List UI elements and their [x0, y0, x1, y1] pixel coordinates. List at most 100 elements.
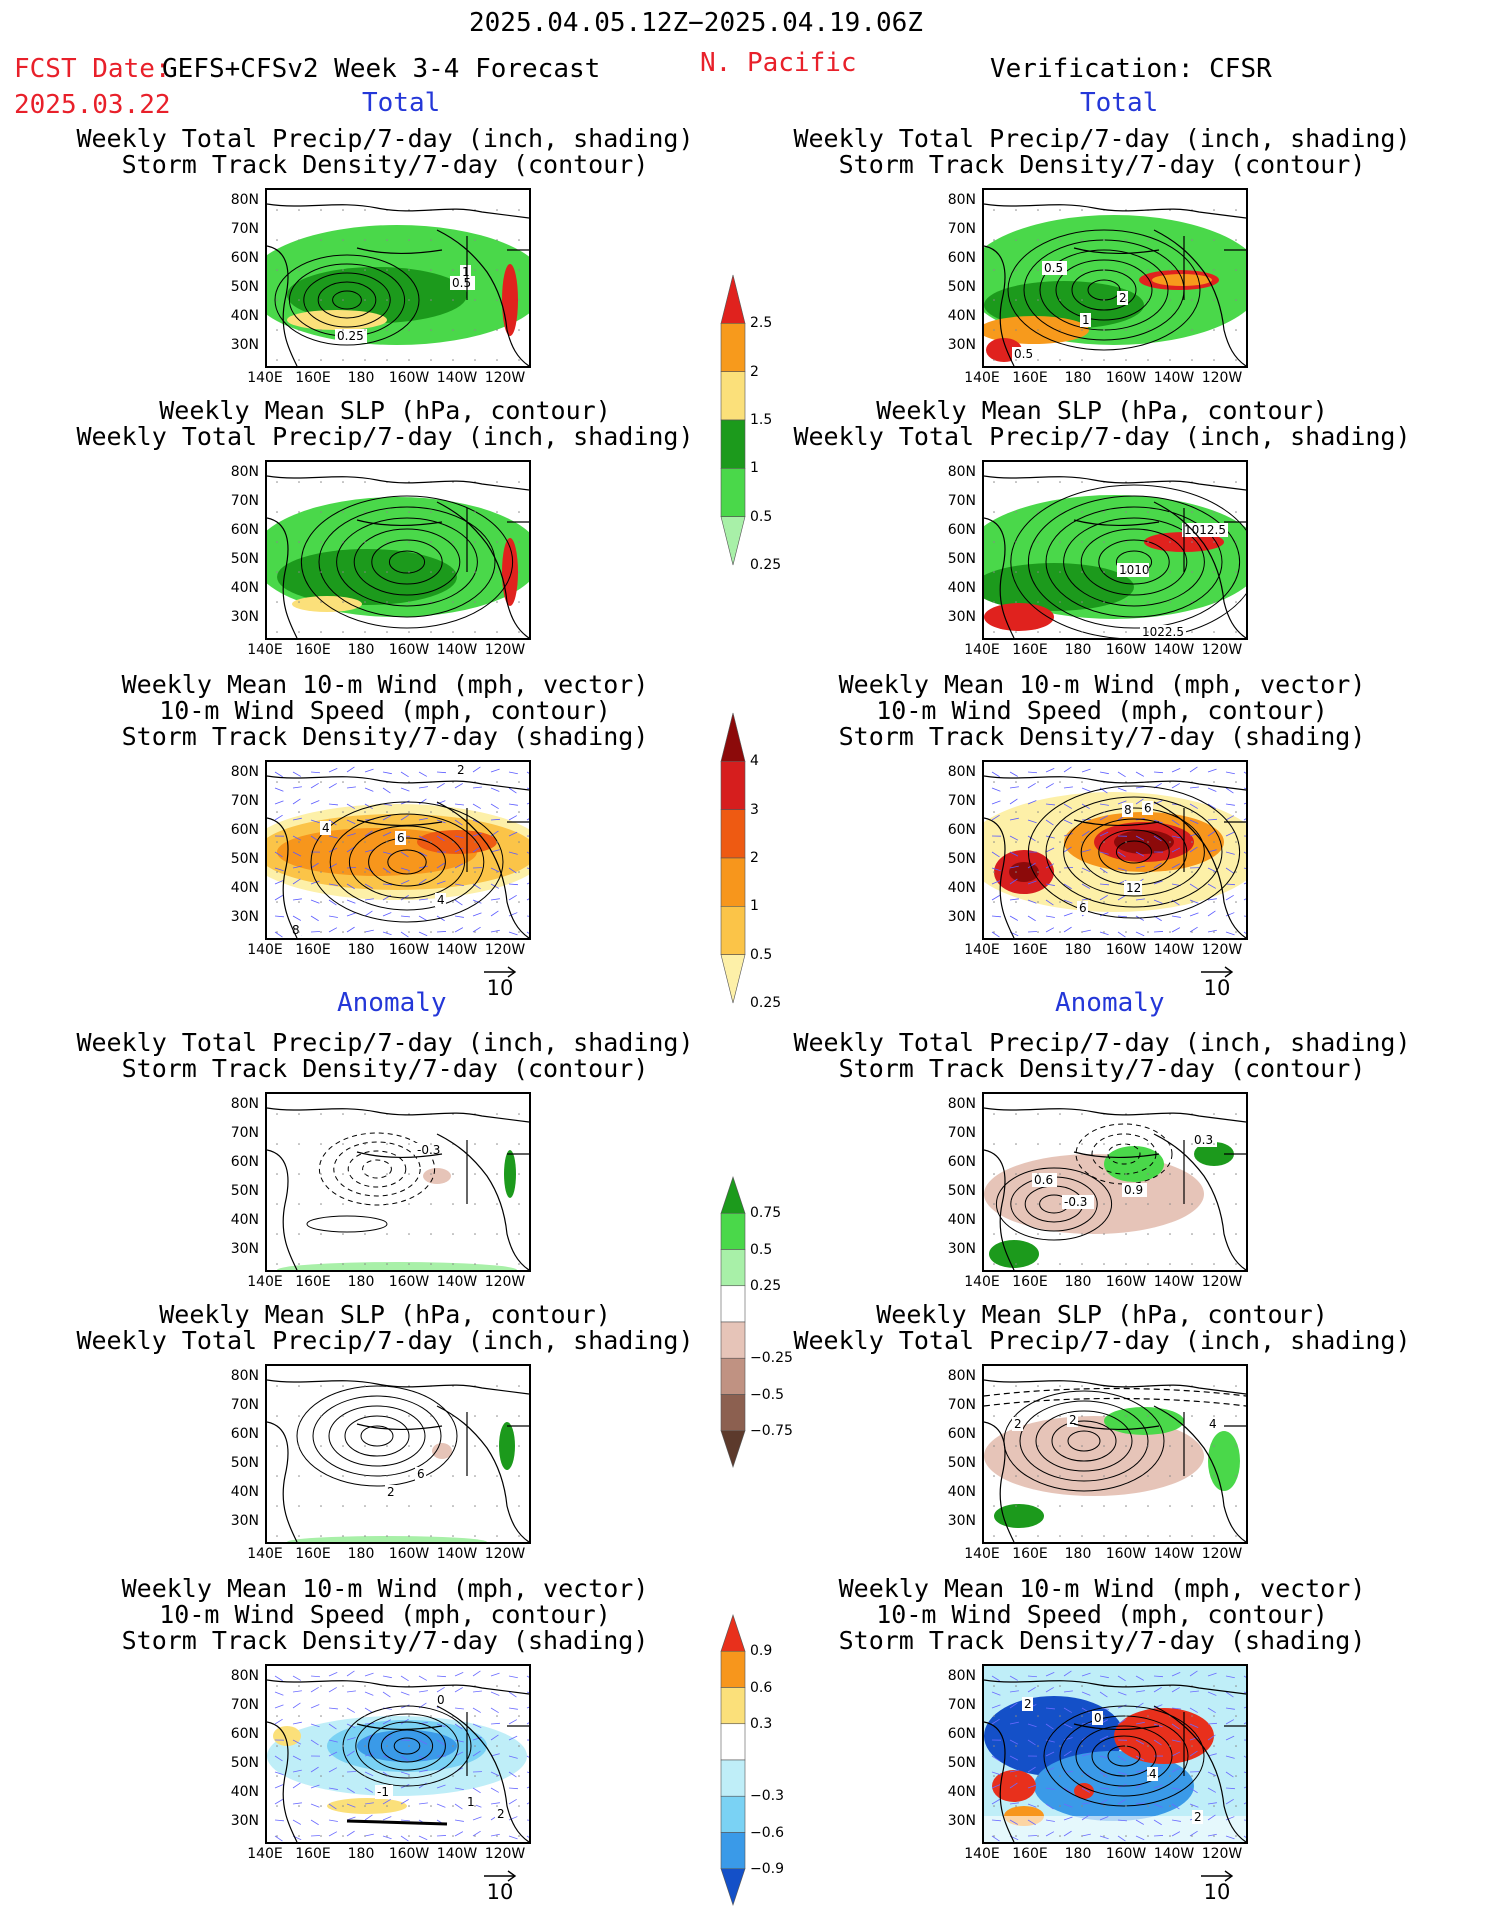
wind-vector: [1225, 1675, 1235, 1679]
graticule-dot: [342, 269, 344, 271]
lat-tick-label: 70N: [947, 793, 976, 809]
wind-vector: [1045, 835, 1055, 839]
vector-reference-value: 10: [1203, 1880, 1231, 1904]
graticule-dot: [1147, 1445, 1149, 1447]
graticule-dot: [1037, 511, 1039, 513]
lon-tick-label: 160W: [388, 1274, 430, 1290]
graticule-dot: [1059, 1835, 1061, 1837]
graticule-dot: [518, 1715, 520, 1717]
wind-vector: [1009, 1675, 1019, 1681]
graticule-dot: [386, 1505, 388, 1507]
precip-shading-yellow: [292, 596, 362, 612]
precip-shading-red: [984, 603, 1054, 631]
wind-vector: [1027, 899, 1037, 904]
contour-label: 12: [1126, 881, 1141, 895]
wind-vector: [382, 1691, 391, 1698]
wind-vector: [310, 899, 320, 904]
graticule-dot: [276, 1113, 278, 1115]
wind-vector: [382, 851, 392, 855]
graticule-dot: [298, 601, 300, 603]
colorbar-segment: [720, 516, 746, 566]
graticule-dot: [1081, 1263, 1083, 1265]
graticule-dot: [1213, 239, 1215, 241]
wind-vector: [526, 931, 529, 934]
wind-vector: [1099, 1816, 1109, 1821]
graticule-dot: [1059, 1233, 1061, 1235]
lat-tick-label: 40N: [947, 1212, 976, 1228]
precip-anom-coastal: [1208, 1431, 1240, 1491]
graticule-dot: [518, 1415, 520, 1417]
graticule-dot: [1125, 1835, 1127, 1837]
coastline-asia: [984, 817, 1015, 938]
wind-vector: [508, 1816, 518, 1821]
lon-tick-label: 120W: [1201, 1546, 1243, 1562]
graticule-dot: [276, 481, 278, 483]
graticule-dot: [1059, 901, 1061, 903]
graticule-dot: [474, 329, 476, 331]
graticule-dot: [408, 1415, 410, 1417]
graticule-dot: [1235, 481, 1237, 483]
wind-vector: [490, 1771, 500, 1777]
wind-vector: [1117, 895, 1126, 901]
wind-vector: [274, 880, 284, 885]
graticule-dot: [408, 269, 410, 271]
graticule-dot: [1125, 1445, 1127, 1447]
graticule-dot: [1015, 901, 1017, 903]
lat-tick-label: 60N: [230, 1154, 259, 1170]
wind-vector: [454, 1787, 464, 1791]
graticule-dot: [518, 781, 520, 783]
wind-vector: [328, 927, 338, 933]
graticule-dot: [408, 1715, 410, 1717]
windspeed-anom-contour: [1075, 1725, 1173, 1787]
wind-vector: [1117, 1691, 1127, 1696]
wind-vector: [400, 814, 409, 821]
graticule-dot: [430, 1475, 432, 1477]
wind-vector: [1081, 830, 1090, 837]
graticule-dot: [1169, 1233, 1171, 1235]
graticule-dot: [1081, 481, 1083, 483]
vector-reference-value: 10: [486, 1880, 514, 1904]
wind-vector: [1063, 833, 1073, 837]
colorbar-segment: [720, 468, 746, 517]
lat-tick-label: 40N: [947, 308, 976, 324]
graticule-dot: [1081, 1715, 1083, 1717]
graticule-dot: [1015, 631, 1017, 633]
graticule-dot: [474, 1715, 476, 1717]
wind-vector: [436, 862, 445, 869]
wind-vector: [1171, 819, 1180, 826]
wind-vector: [508, 1719, 518, 1725]
wind-vector: [508, 1707, 518, 1710]
graticule-dot: [320, 901, 322, 903]
graticule-dot: [342, 1685, 344, 1687]
graticule-dot: [342, 481, 344, 483]
map-canvas: -0.3: [267, 1107, 529, 1270]
coastline-arctic: [267, 203, 529, 219]
windspeed-contour: [348, 825, 466, 899]
wind-vector: [1243, 818, 1246, 821]
graticule-dot: [1213, 1143, 1215, 1145]
wind-vector: [1027, 771, 1038, 774]
wind-vector: [490, 910, 499, 917]
map-panel: 1 0.5 0.25: [265, 188, 531, 368]
graticule-dot: [1059, 871, 1061, 873]
graticule-dot: [452, 1203, 454, 1205]
wind-vector: [1009, 798, 1018, 805]
wind-vector: [1207, 883, 1217, 889]
graticule-dot: [496, 631, 498, 633]
wind-vector: [1135, 865, 1145, 869]
graticule-dot: [1037, 239, 1039, 241]
graticule-dot: [408, 1505, 410, 1507]
wind-vector: [1189, 846, 1198, 853]
graticule-dot: [1037, 901, 1039, 903]
lon-tick-label: 180: [1064, 370, 1092, 386]
wind-vector: [1117, 800, 1127, 805]
border-lines: [1183, 1140, 1246, 1204]
lon-tick-label: 180: [347, 1274, 375, 1290]
wind-vector: [292, 771, 302, 777]
wind-vector: [472, 846, 481, 853]
graticule-dot: [1059, 1475, 1061, 1477]
graticule-dot: [276, 1505, 278, 1507]
graticule-dot: [364, 1263, 366, 1265]
graticule-dot: [298, 1233, 300, 1235]
contour-label: 2: [1069, 1413, 1077, 1427]
